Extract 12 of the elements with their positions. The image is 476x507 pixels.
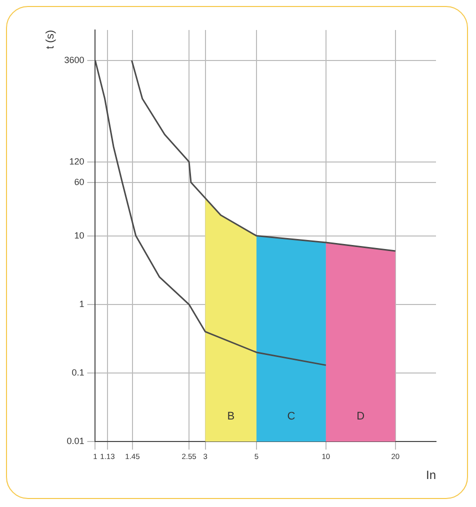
y-tick-label: 60 (74, 176, 84, 187)
band-label: C (287, 410, 296, 423)
y-axis-title: t (s) (44, 30, 57, 49)
y-tick-label: 10 (74, 230, 84, 240)
band-label: B (227, 410, 235, 423)
y-tick-label: 0.01 (66, 436, 84, 446)
x-axis-title: In (426, 468, 436, 482)
y-tick-label: 1 (79, 298, 84, 309)
band-label: D (356, 410, 365, 423)
y-tick-label: 0.1 (72, 367, 84, 378)
y-tick-label: 120 (69, 156, 84, 166)
y-tick-label: 3600 (64, 54, 84, 65)
